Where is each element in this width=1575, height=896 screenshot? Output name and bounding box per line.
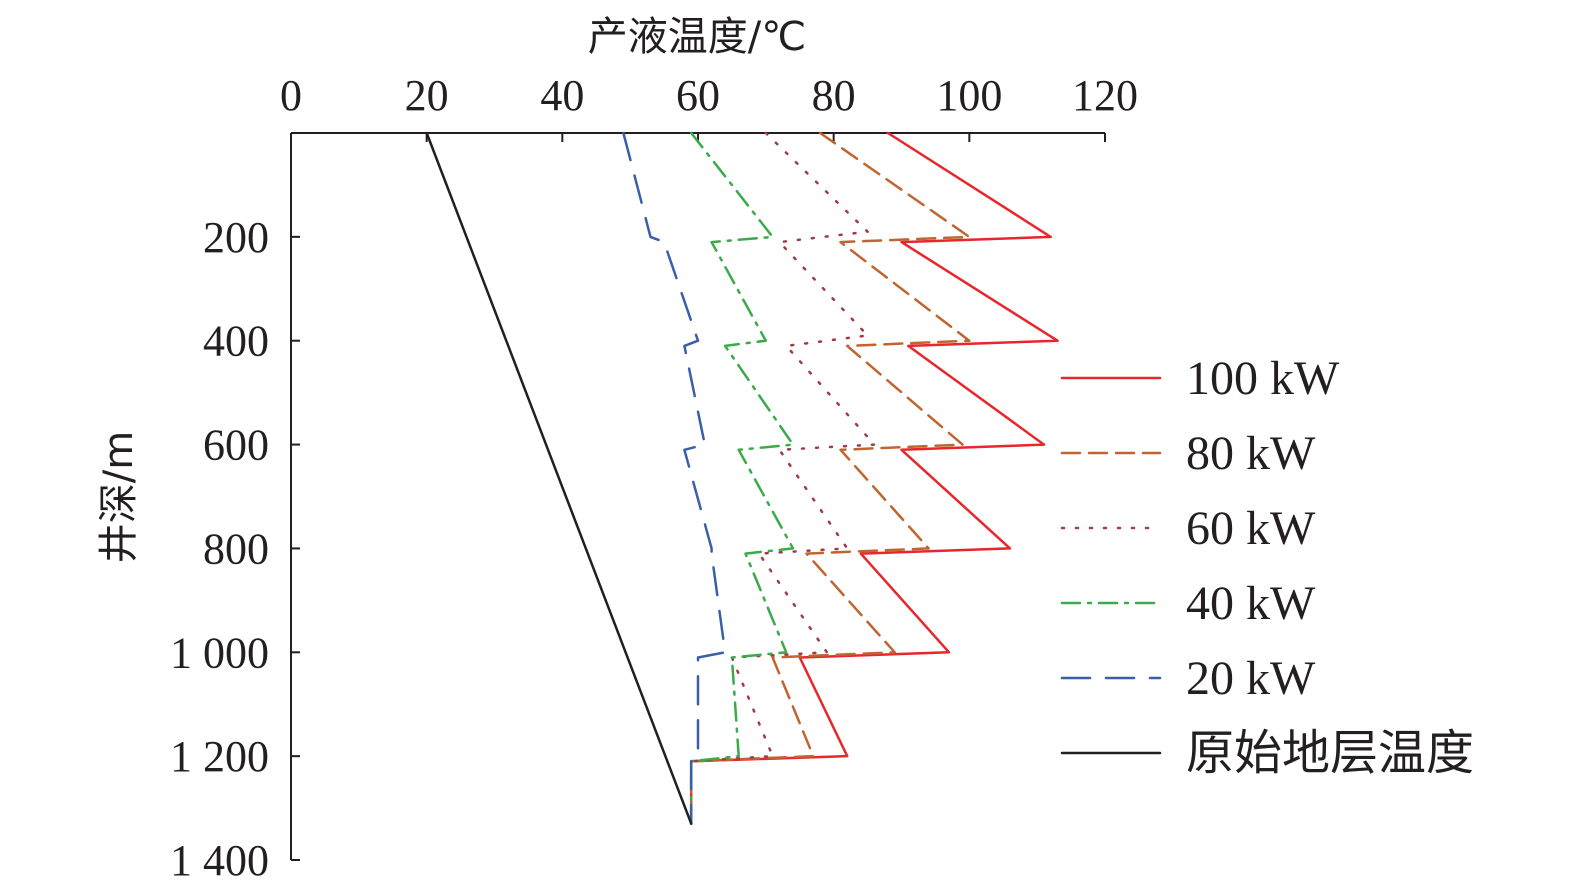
y-tick-label: 1 200 [170,732,269,781]
y-tick-label: 1 400 [170,836,269,885]
x-axis-title: 产液温度/℃ [588,14,806,60]
legend: 100 kW 80 kW 60 kW 40 kW 20 kW 原始地层温度 [1060,352,1474,780]
series-lines [425,131,1059,825]
y-axis-title: 井深/m [96,431,142,563]
series-line-1 [689,131,971,825]
series-line-4 [622,131,727,825]
legend-label-3: 40 kW [1186,577,1316,630]
x-tick-label: 20 [405,71,449,120]
series-line-3 [689,131,795,825]
legend-label-5: 原始地层温度 [1186,727,1474,780]
series-line-5 [425,131,693,825]
series-line-0 [689,131,1059,825]
y-tick-label: 800 [203,524,269,573]
x-tick-label: 100 [936,71,1002,120]
series-line-2 [689,131,876,825]
y-tick-label: 600 [203,421,269,470]
axes: 0 20 40 60 80 100 120 200 400 600 800 1 000 1 200 1 4… [170,71,1138,885]
x-tick-label: 80 [812,71,856,120]
y-tick-label: 1 000 [170,628,269,677]
y-tick-label: 200 [203,213,269,262]
legend-label-2: 60 kW [1186,502,1316,555]
x-tick-label: 0 [280,71,302,120]
x-tick-label: 40 [540,71,584,120]
legend-label-1: 80 kW [1186,427,1316,480]
y-tick-label: 400 [203,317,269,366]
x-tick-label: 60 [676,71,720,120]
legend-label-0: 100 kW [1186,352,1340,405]
x-tick-label: 120 [1072,71,1138,120]
legend-label-4: 20 kW [1186,652,1316,705]
